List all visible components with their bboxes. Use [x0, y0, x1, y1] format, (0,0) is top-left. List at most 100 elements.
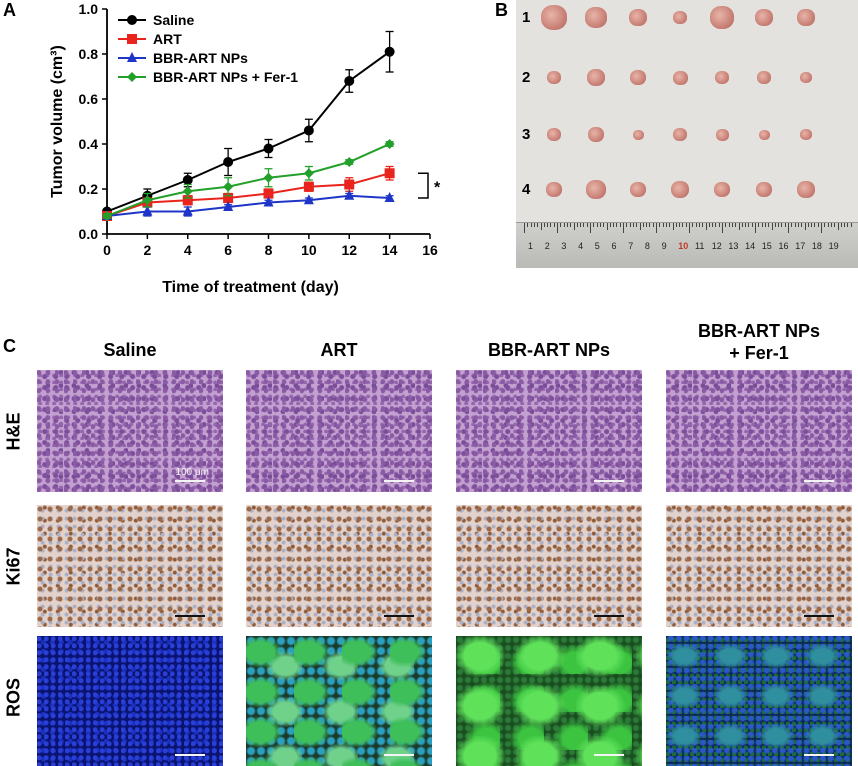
tumor-specimen	[585, 7, 607, 28]
scale-bar	[175, 615, 205, 617]
x-tick-label: 16	[422, 242, 438, 258]
ruler-tick	[751, 223, 753, 227]
ruler-number: 10	[678, 241, 689, 251]
y-tick-label: 0.4	[79, 136, 99, 152]
x-tick-label: 4	[184, 242, 192, 258]
tumor-specimen	[756, 182, 772, 198]
ruler-number: 2	[544, 241, 550, 251]
series-3	[102, 139, 395, 221]
ruler-tick	[524, 223, 525, 233]
ruler-number: 5	[594, 241, 600, 251]
ruler-tick	[629, 223, 631, 227]
ruler-tick	[692, 223, 694, 227]
scale-bar	[804, 615, 834, 617]
ruler-tick	[583, 223, 585, 227]
scale-bar	[804, 480, 834, 482]
ruler-tick	[840, 223, 842, 227]
tumor-specimen	[715, 128, 729, 141]
y-axis-label: Tumor volume (cm³)	[49, 45, 66, 198]
data-point	[223, 193, 234, 203]
series-line	[106, 50, 391, 213]
x-tick-label: 2	[143, 242, 151, 258]
ruler-number: 9	[661, 241, 667, 251]
ruler-tick	[679, 223, 681, 227]
ruler-tick	[725, 223, 727, 227]
ruler-tick	[646, 223, 648, 227]
ruler-tick	[755, 223, 756, 233]
ruler-tick	[784, 223, 786, 227]
ruler-tick	[850, 223, 852, 227]
scale-bar	[804, 754, 834, 756]
data-point	[127, 34, 137, 44]
tumor-specimen	[673, 128, 687, 142]
tumor-specimen	[800, 129, 812, 141]
ruler-tick	[722, 223, 723, 233]
ruler-number: 11	[695, 241, 705, 251]
tumor-specimen	[672, 70, 688, 85]
tumor-specimen	[630, 182, 646, 198]
y-tick-label: 0.8	[79, 46, 99, 62]
ruler-tick	[593, 223, 595, 227]
micrograph	[37, 505, 223, 627]
ruler-tick	[665, 223, 667, 227]
micrograph	[666, 370, 852, 492]
tumor-specimen	[632, 129, 644, 140]
significance-star: *	[434, 180, 441, 197]
ruler-tick	[580, 223, 582, 227]
ruler-tick	[533, 223, 535, 227]
data-point	[102, 211, 112, 221]
ruler-tick	[560, 223, 562, 227]
data-point	[303, 194, 314, 205]
tumor-specimen	[797, 9, 815, 27]
data-point	[384, 168, 395, 179]
ruler-tick	[778, 223, 780, 227]
y-tick-label: 1.0	[79, 1, 99, 17]
panel-label-a: A	[3, 0, 16, 20]
ruler: 1 2 3 4 5 6 7 8 9 10 11 12 13 14 15 16 17 18 19	[516, 222, 858, 268]
ruler-tick	[695, 223, 697, 227]
ruler-tick	[761, 223, 763, 227]
ruler-tick	[844, 223, 846, 227]
ruler-tick	[636, 223, 638, 227]
ruler-tick	[801, 223, 803, 227]
tumor-specimen	[800, 72, 812, 84]
ruler-tick	[590, 223, 591, 233]
series-2	[102, 189, 395, 220]
ruler-tick	[543, 223, 545, 227]
data-point	[182, 205, 193, 216]
data-point	[127, 72, 137, 82]
ruler-tick	[827, 223, 829, 227]
data-point	[263, 188, 274, 199]
ruler-tick	[586, 223, 588, 227]
scale-bar	[384, 480, 414, 482]
ruler-tick	[698, 223, 700, 227]
ruler-number: 16	[778, 241, 789, 251]
ruler-number: 3	[561, 241, 567, 251]
ruler-tick	[550, 223, 552, 227]
ruler-tick	[797, 223, 799, 227]
column-title: BBR-ART NPs	[487, 340, 610, 360]
ruler-tick	[547, 223, 549, 227]
ruler-tick	[735, 223, 737, 227]
x-tick-label: 8	[265, 242, 273, 258]
data-point	[303, 125, 314, 136]
data-point	[142, 195, 153, 206]
ruler-tick	[834, 223, 836, 227]
scale-bar-label: 100 μm	[175, 467, 209, 478]
ruler-tick	[566, 223, 568, 227]
tumor-row-number: 4	[522, 181, 531, 198]
series-line	[106, 194, 390, 217]
tumor-specimen	[710, 6, 734, 29]
ruler-tick	[771, 223, 773, 230]
micrograph	[456, 636, 642, 766]
data-point	[223, 201, 234, 211]
data-point	[263, 172, 274, 183]
column-title: Saline	[103, 340, 157, 360]
ruler-tick	[642, 223, 644, 227]
ruler-tick	[619, 223, 621, 227]
ruler-number: 1	[528, 241, 534, 251]
ruler-tick	[557, 223, 558, 233]
ruler-tick	[576, 223, 578, 227]
tumor-row-number: 3	[522, 126, 531, 143]
ruler-tick	[662, 223, 664, 227]
